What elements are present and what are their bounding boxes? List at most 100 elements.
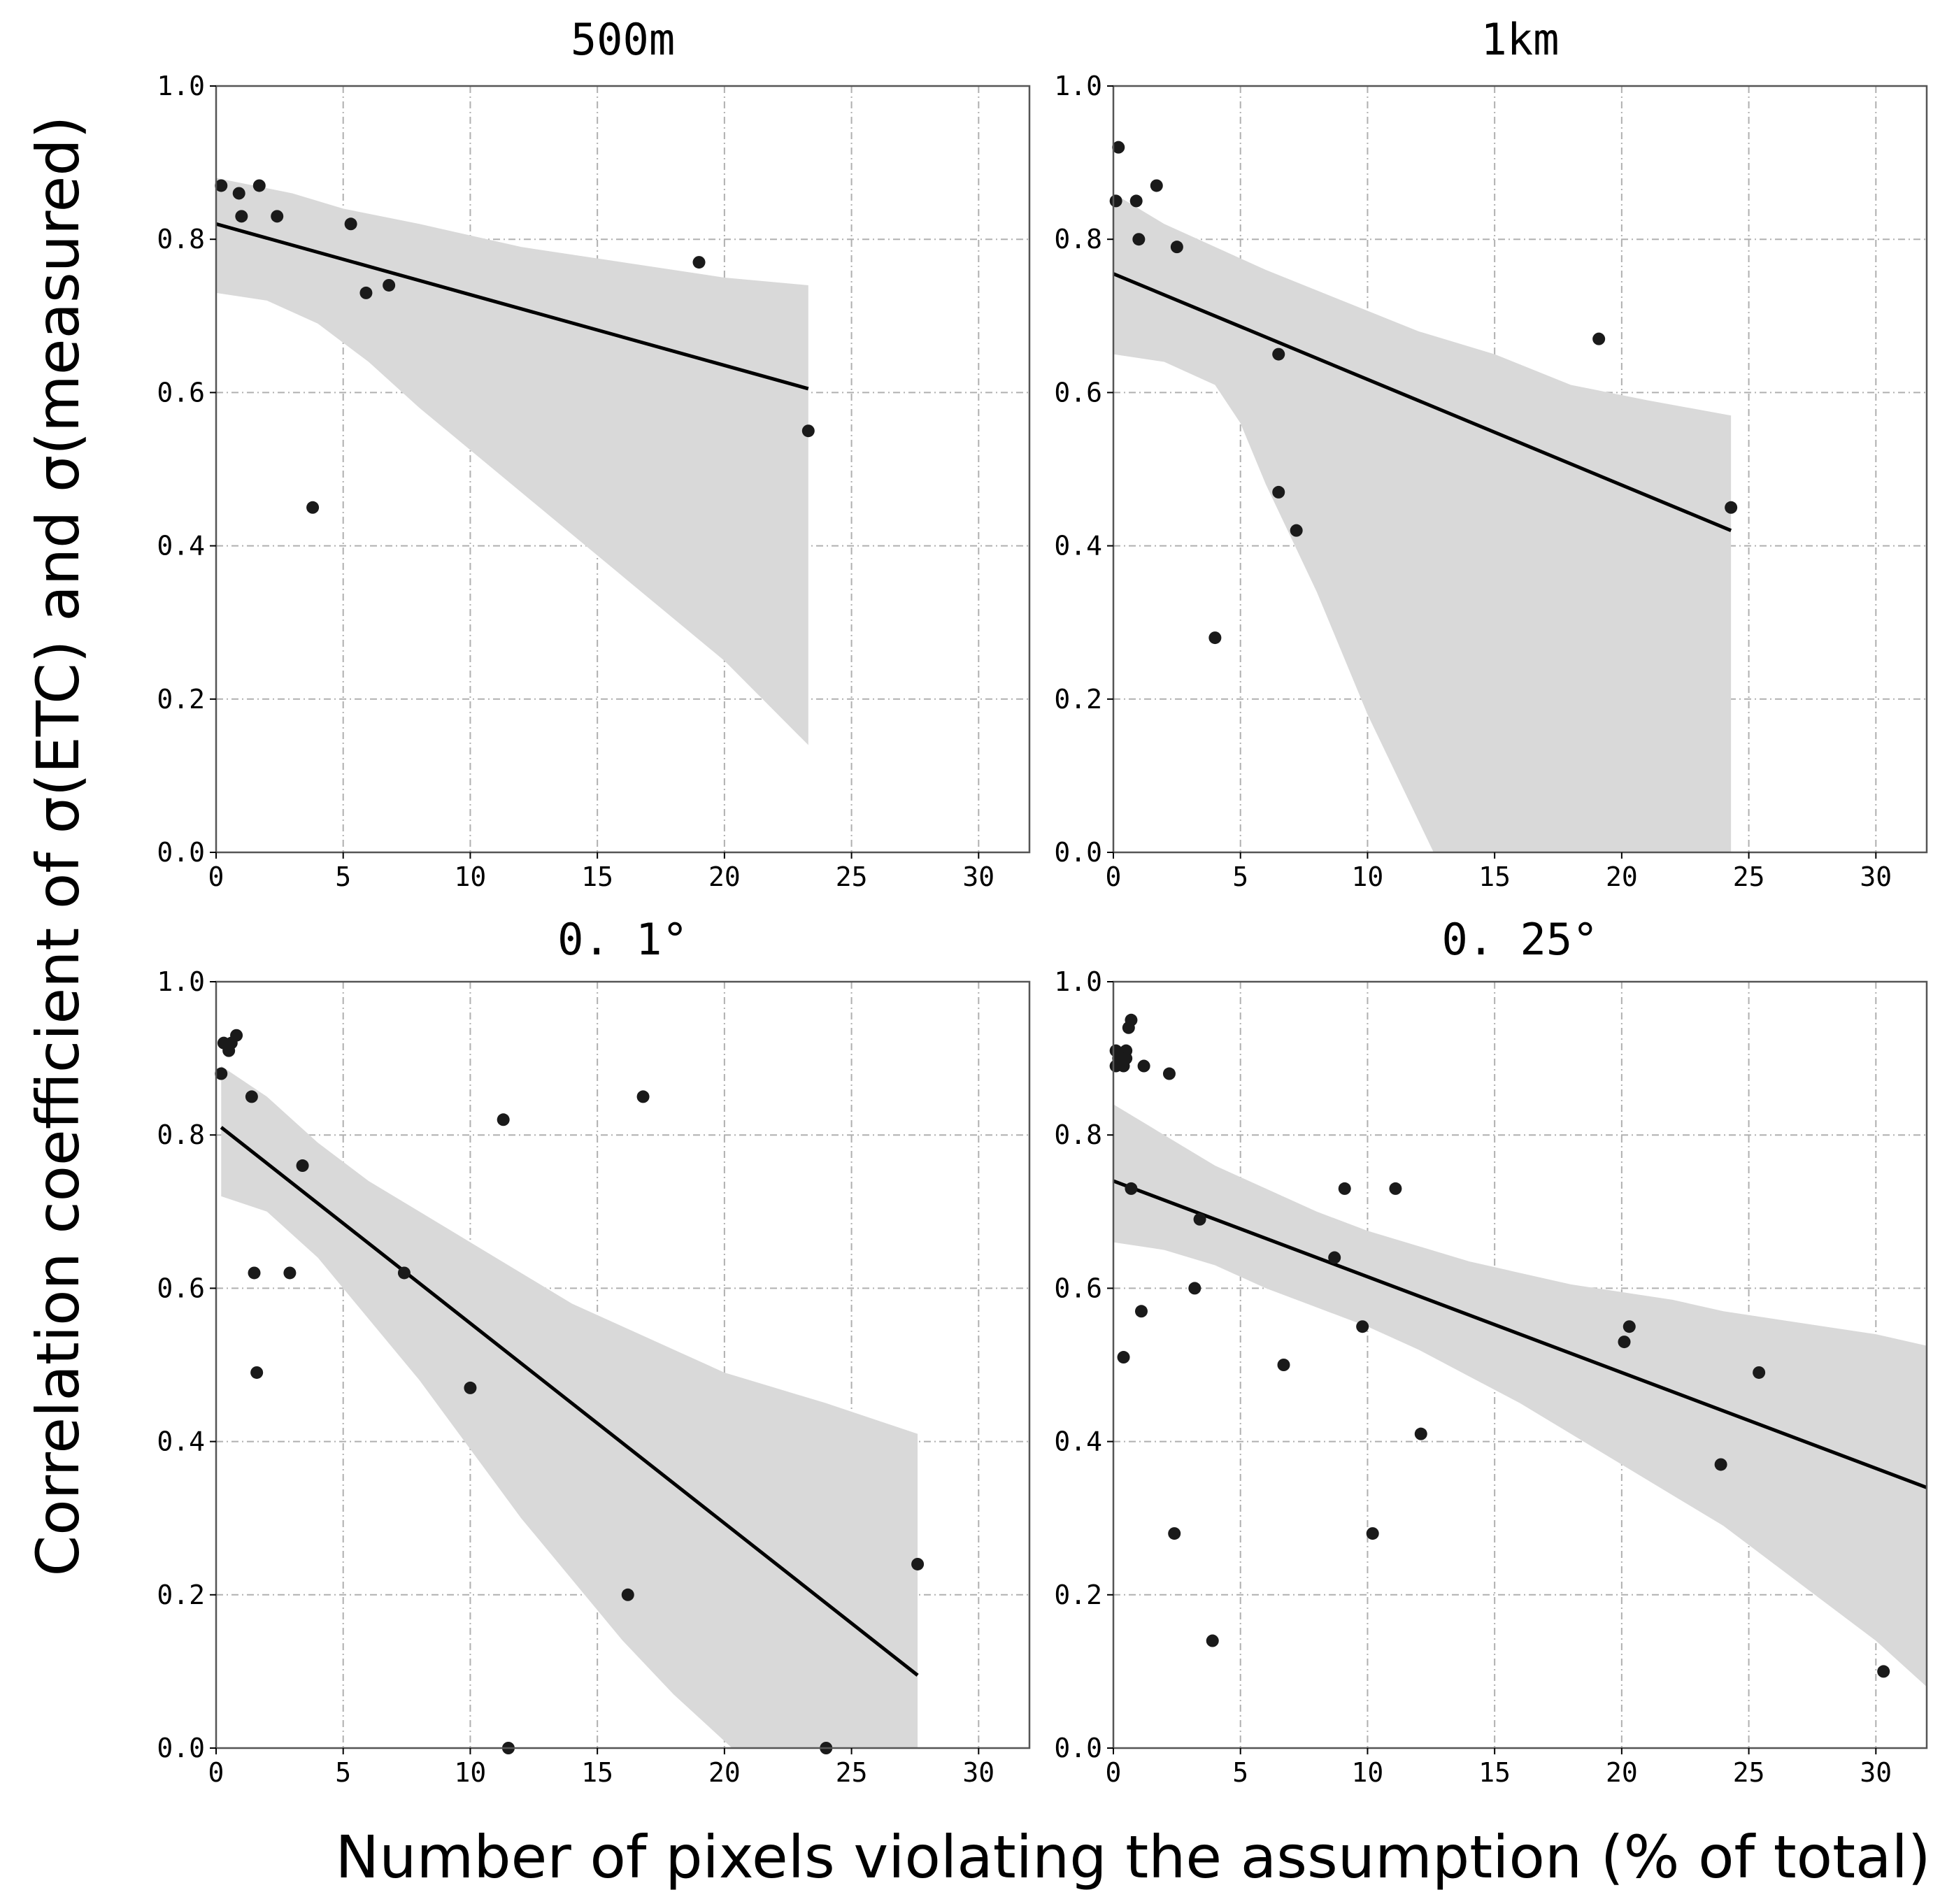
data-point [1132, 233, 1146, 246]
data-point [215, 1067, 228, 1080]
data-point [344, 217, 357, 231]
y-tick-label: 0.8 [157, 1119, 205, 1150]
panel-0-1-degree: 0. 1° 0 5 10 15 20 25 30 0.0 0.2 0.4 0.6 0.8 1.0 [157, 914, 1031, 1788]
panel-0-25-degree: 0. 25° 0 5 10 15 20 25 30 0.0 0.2 0.4 0.6 0.8 1.0 [1054, 914, 1928, 1788]
data-point [230, 1029, 243, 1042]
y-tick-label: 0.6 [1054, 377, 1102, 408]
data-point [1877, 1665, 1890, 1678]
x-tick-label: 30 [962, 861, 994, 892]
axes-frame [215, 85, 1031, 854]
data-point [1129, 194, 1143, 208]
x-tick-label: 30 [1860, 1757, 1892, 1788]
data-point [1356, 1320, 1369, 1333]
data-point [306, 501, 320, 514]
regression-line [1113, 1179, 1927, 1489]
data-point [1618, 1336, 1631, 1349]
y-tick-label: 0.8 [1054, 1119, 1102, 1150]
y-tick-label: 0.8 [1054, 224, 1102, 255]
data-point [1328, 1251, 1341, 1264]
x-tick-label: 25 [1733, 1757, 1765, 1788]
axes-frame [215, 980, 1031, 1749]
y-tick-label: 1.0 [1054, 71, 1102, 101]
panel-500m: 500m 0 5 10 15 20 25 30 0.0 0.2 0.4 0.6 0.8 1.0 [157, 14, 1031, 892]
panel-title: 1km [1481, 14, 1560, 65]
panel-title: 0. 25° [1442, 914, 1599, 965]
x-tick-label: 0 [208, 861, 224, 892]
y-tick-label: 0.2 [157, 1580, 205, 1610]
x-tick-label: 15 [1478, 861, 1511, 892]
data-point [1622, 1320, 1636, 1333]
data-point [245, 1090, 258, 1103]
panel-1km: 1km 0 5 10 15 20 25 30 0.0 0.2 0.4 0.6 0.8 1.0 [1054, 14, 1928, 892]
data-point [1125, 1013, 1138, 1026]
data-point [1150, 179, 1163, 192]
plot-area [220, 1066, 919, 1748]
y-tick-label: 0.0 [157, 837, 205, 868]
x-tick-label: 15 [1478, 1757, 1511, 1788]
y-tick-label: 0.0 [1054, 1733, 1102, 1763]
regression-line [216, 222, 809, 391]
x-tick-label: 5 [335, 1757, 351, 1788]
plot-area [216, 178, 809, 745]
data-point [1170, 241, 1183, 254]
data-point [248, 1266, 261, 1280]
confidence-band [216, 178, 808, 745]
regression-line [220, 1126, 919, 1677]
y-tick-label: 0.4 [1054, 531, 1102, 561]
y-tick-label: 0.2 [157, 684, 205, 715]
axes-frame [1112, 85, 1928, 854]
data-point [1109, 194, 1122, 208]
y-tick-label: 0.4 [157, 1426, 205, 1457]
data-point [1366, 1527, 1379, 1540]
data-point [359, 286, 373, 299]
x-tick-label: 15 [581, 1757, 613, 1788]
x-axis-label: Number of pixels violating the assumptio… [335, 1823, 1930, 1891]
x-tick-label: 10 [1352, 861, 1384, 892]
data-point [1134, 1305, 1148, 1318]
data-point [497, 1113, 510, 1126]
x-tick-label: 5 [1232, 861, 1248, 892]
data-point [1168, 1527, 1181, 1540]
data-point [911, 1557, 925, 1570]
data-point [1188, 1282, 1201, 1295]
data-point [692, 256, 706, 269]
y-axis-label: Correlation coefficient of σ(ETC) and σ(… [24, 116, 92, 1577]
y-tick-label: 0.6 [157, 1273, 205, 1303]
x-tick-label: 20 [708, 861, 741, 892]
confidence-band [1113, 193, 1732, 852]
data-point [1193, 1212, 1206, 1226]
x-tick-label: 10 [1352, 1757, 1384, 1788]
x-tick-label: 20 [1606, 861, 1638, 892]
y-tick-label: 0.2 [1054, 1580, 1102, 1610]
panel-title: 0. 1° [557, 914, 688, 965]
data-point [252, 179, 266, 192]
x-tick-label: 20 [1606, 1757, 1638, 1788]
data-point [296, 1159, 309, 1173]
data-point [1112, 141, 1125, 154]
data-point [1277, 1359, 1290, 1371]
data-point [1592, 332, 1606, 345]
confidence-band [1113, 1104, 1927, 1687]
data-point [397, 1266, 411, 1280]
x-tick-label: 25 [836, 861, 868, 892]
data-point [1725, 501, 1738, 514]
data-point [1206, 1634, 1219, 1647]
y-tick-label: 0.6 [157, 377, 205, 408]
data-point [235, 210, 248, 223]
data-point [1272, 485, 1285, 499]
x-tick-label: 25 [1733, 861, 1765, 892]
panel-title: 500m [571, 14, 675, 65]
confidence-band [221, 1066, 918, 1748]
data-point [1162, 1067, 1176, 1080]
x-tick-label: 30 [1860, 861, 1892, 892]
data-point [801, 424, 815, 438]
axes-frame [1112, 980, 1928, 1749]
y-tick-label: 0.4 [157, 531, 205, 561]
data-point [232, 187, 245, 200]
data-point [271, 210, 284, 223]
x-tick-label: 30 [962, 1757, 994, 1788]
data-point [283, 1266, 297, 1280]
y-tick-label: 1.0 [1054, 966, 1102, 997]
x-tick-label: 10 [455, 1757, 487, 1788]
